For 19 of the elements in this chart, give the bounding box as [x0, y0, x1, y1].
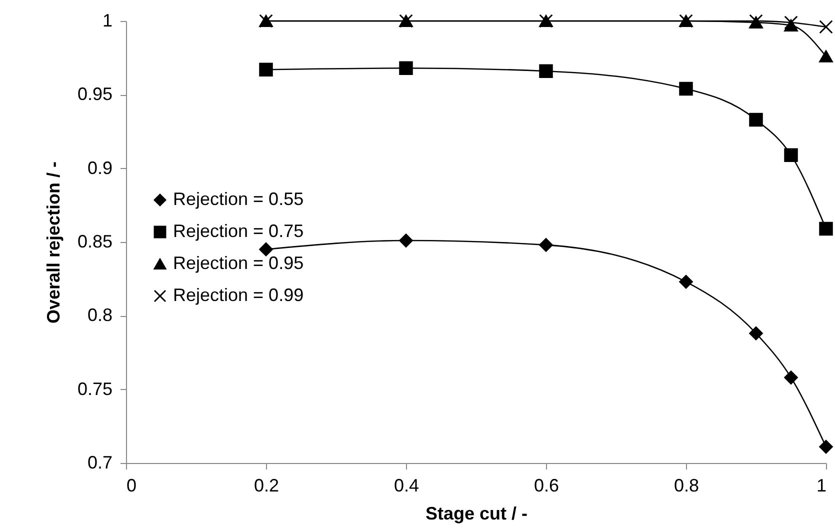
y-tick-label: 1	[102, 10, 112, 30]
y-axis-title: Overall rejection / -	[43, 161, 64, 324]
y-tick-label: 0.85	[77, 232, 112, 252]
y-tick-label: 0.95	[77, 84, 112, 104]
x-tick-label: 1	[816, 476, 826, 496]
legend-label: Rejection = 0.99	[173, 285, 304, 305]
y-tick-label: 0.75	[77, 378, 112, 399]
y-tick-label: 0.9	[87, 158, 112, 178]
legend-label: Rejection = 0.75	[173, 221, 304, 241]
y-tick-label: 0.7	[87, 452, 112, 472]
x-tick-label: 0.6	[534, 476, 560, 496]
x-tick-label: 0.4	[394, 476, 420, 496]
x-tick-label: 0	[126, 476, 137, 496]
x-axis-title: Stage cut / -	[425, 504, 528, 524]
x-tick-label: 0.2	[254, 476, 280, 496]
x-tick-label: 0.8	[674, 476, 700, 496]
y-tick-label: 0.8	[87, 305, 112, 326]
legend-label: Rejection = 0.95	[173, 253, 304, 273]
legend-label: Rejection = 0.55	[173, 189, 304, 209]
